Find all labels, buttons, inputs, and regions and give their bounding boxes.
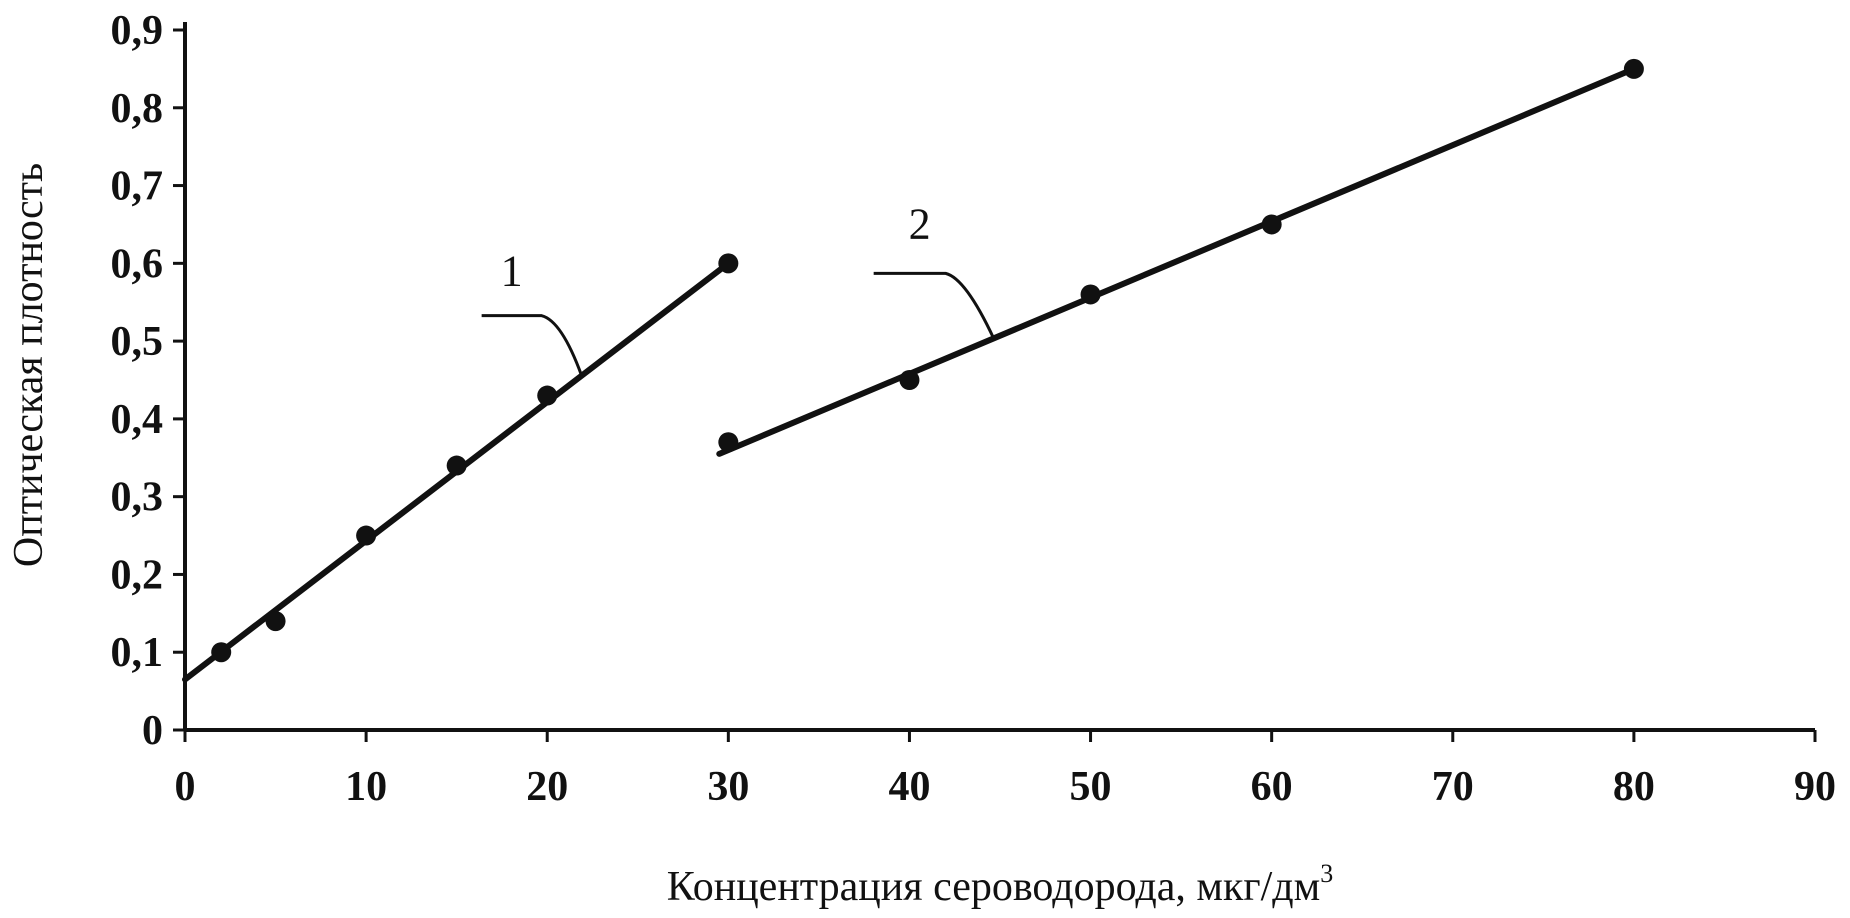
y-tick-label: 0,2 <box>111 552 164 598</box>
x-tick-label: 70 <box>1432 764 1474 810</box>
y-axis-title: Оптическая плотность <box>6 163 52 567</box>
x-tick-label: 60 <box>1251 764 1293 810</box>
series-2-point <box>1080 284 1101 305</box>
y-tick-label: 0,6 <box>111 241 164 287</box>
x-axis-title: Концентрация сероводорода, мкг/дм3 <box>667 859 1333 910</box>
x-tick-label: 40 <box>888 764 930 810</box>
series-1-point <box>537 385 558 406</box>
series-2-point <box>1623 58 1644 79</box>
series-layer: 12 <box>182 58 1644 683</box>
x-tick-label: 10 <box>345 764 387 810</box>
series-1-leader <box>481 314 584 377</box>
series-2-point <box>1261 214 1282 235</box>
series-1: 1 <box>182 247 739 683</box>
y-tick-label: 0,9 <box>111 8 164 54</box>
x-tick-label: 30 <box>707 764 749 810</box>
x-axis-title-superscript: 3 <box>1320 859 1333 888</box>
axes <box>173 22 1817 742</box>
series-1-point <box>265 611 286 632</box>
x-tick-label: 90 <box>1794 764 1836 810</box>
series-1-point <box>211 642 232 663</box>
x-axis-title-text: Концентрация сероводорода, мкг/дм <box>667 864 1320 910</box>
y-tick-label: 0,4 <box>111 397 164 443</box>
x-tick-label: 0 <box>175 764 196 810</box>
series-1-point <box>446 455 467 476</box>
y-tick-label: 0 <box>142 708 163 754</box>
y-tick-label: 0,5 <box>111 319 164 365</box>
series-1-label: 1 <box>501 247 523 296</box>
series-2-label: 2 <box>909 199 931 248</box>
x-tick-label: 80 <box>1613 764 1655 810</box>
x-tick-label: 20 <box>526 764 568 810</box>
y-tick-label: 0,7 <box>111 164 164 210</box>
series-1-point <box>356 525 377 546</box>
series-2-point <box>899 370 920 390</box>
y-tick-label: 0,3 <box>111 475 164 521</box>
x-tick-labels: 0 10 20 30 40 50 60 70 80 90 <box>175 764 1837 810</box>
series-2-trendline <box>716 65 1637 457</box>
series-1-point <box>718 253 739 274</box>
y-tick-label: 0,8 <box>111 86 164 132</box>
y-tick-label: 0,1 <box>111 630 164 676</box>
series-2-leader <box>873 271 996 340</box>
series-2-point <box>718 432 739 453</box>
series-2: 2 <box>716 58 1644 457</box>
x-tick-label: 50 <box>1070 764 1112 810</box>
y-tick-labels: 0 0,1 0,2 0,3 0,4 0,5 0,6 0,7 0,8 0,9 <box>111 8 164 754</box>
